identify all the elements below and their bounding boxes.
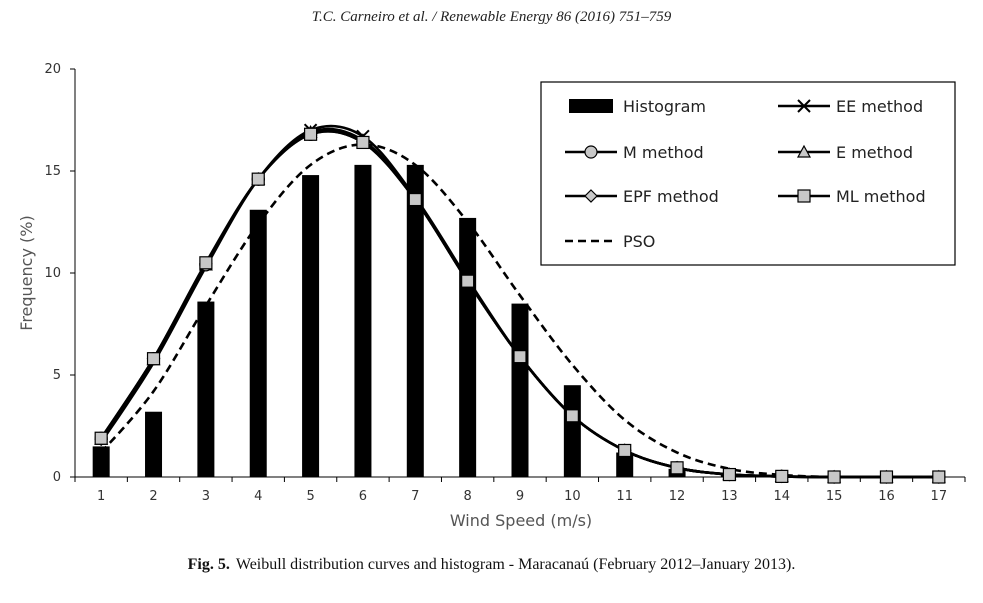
- legend-entry-epf-method: EPF method: [565, 187, 719, 206]
- running-header: T.C. Carneiro et al. / Renewable Energy …: [311, 9, 672, 25]
- y-tick-label: 20: [44, 62, 61, 77]
- marker-ml-method: [356, 135, 370, 150]
- marker-ml-method: [303, 127, 318, 141]
- marker-ml-method: [565, 409, 579, 423]
- marker-ml-method: [461, 274, 475, 288]
- marker-ml-method: [199, 256, 213, 270]
- x-tick-label: 11: [616, 489, 633, 504]
- legend-entry-m-method: M method: [565, 143, 704, 162]
- histogram-bar: [145, 411, 163, 477]
- series-markers: [94, 123, 946, 484]
- histogram-bar: [459, 217, 477, 478]
- legend-entry-ee-method: EE method: [778, 97, 923, 116]
- legend-label: M method: [623, 143, 704, 162]
- legend-marker: [584, 189, 598, 203]
- legend-marker: [797, 99, 811, 113]
- caption-label: Fig. 5.: [187, 556, 230, 573]
- legend-label: EE method: [836, 97, 923, 116]
- marker-ml-method: [670, 461, 684, 475]
- marker-ml-method: [94, 431, 108, 445]
- marker-ml-method: [775, 469, 789, 483]
- histogram-bar: [406, 164, 424, 477]
- x-tick-label: 8: [464, 489, 472, 504]
- legend: Histogram EE method M method E method EPF me…: [540, 81, 956, 266]
- x-tick-label: 16: [878, 489, 895, 504]
- legend-label: EPF method: [623, 187, 719, 206]
- marker-ml-method: [879, 470, 894, 484]
- histogram-bar: [302, 175, 320, 477]
- marker-ml-method: [251, 172, 265, 186]
- x-tick-label: 4: [254, 489, 262, 504]
- legend-label: ML method: [836, 187, 926, 206]
- marker-ml-method: [932, 470, 946, 484]
- legend-label: E method: [836, 143, 913, 162]
- y-tick-label: 10: [44, 266, 61, 281]
- marker-ml-method: [722, 467, 737, 482]
- x-tick-label: 17: [931, 489, 948, 504]
- histogram-bar: [563, 385, 581, 477]
- figure-caption: Fig. 5. Weibull distribution curves and h…: [0, 556, 983, 574]
- legend-entry-histogram: Histogram: [569, 97, 706, 116]
- legend-label: PSO: [623, 232, 655, 251]
- x-tick-label: 1: [97, 489, 105, 504]
- marker-ml-method: [827, 470, 841, 484]
- x-tick-label: 14: [773, 489, 790, 504]
- series-line-pso: [100, 143, 939, 479]
- y-tick-label: 15: [44, 164, 61, 179]
- marker-ml-method: [513, 350, 527, 364]
- legend-entry-e-method: E method: [778, 143, 913, 162]
- x-tick-label: 2: [149, 489, 157, 504]
- x-tick-label: 5: [306, 489, 314, 504]
- marker-ml-method: [146, 352, 161, 366]
- legend-swatch: [569, 99, 613, 113]
- histogram-bar: [249, 209, 267, 477]
- marker-ml-method: [618, 443, 632, 458]
- histogram-bar: [616, 452, 634, 477]
- legend-entry-ml-method: ML method: [778, 187, 926, 206]
- y-tick-label: 5: [53, 368, 61, 383]
- y-axis-label: Frequency (%): [17, 215, 36, 330]
- histogram-bar: [197, 301, 215, 477]
- histogram-bar: [354, 164, 372, 477]
- x-tick-label: 3: [202, 489, 210, 504]
- y-tick-label: 0: [53, 470, 61, 485]
- x-tick-label: 12: [669, 489, 686, 504]
- x-tick-label: 15: [826, 489, 843, 504]
- legend-label: Histogram: [623, 97, 706, 116]
- x-tick-label: 9: [516, 489, 524, 504]
- legend-entry-pso: PSO: [565, 232, 655, 251]
- x-tick-label: 13: [721, 489, 738, 504]
- x-axis-label: Wind Speed (m/s): [450, 511, 592, 530]
- x-tick-label: 7: [411, 489, 419, 504]
- x-tick-label: 6: [359, 489, 367, 504]
- histogram-bar: [511, 303, 529, 477]
- legend-marker: [584, 145, 598, 159]
- marker-ml-method: [408, 192, 422, 207]
- histogram-bar: [92, 446, 110, 477]
- legend-marker: [797, 189, 811, 203]
- x-tick-label: 10: [564, 489, 581, 504]
- legend-marker: [796, 144, 812, 158]
- caption-text: Weibull distribution curves and histogra…: [235, 556, 796, 573]
